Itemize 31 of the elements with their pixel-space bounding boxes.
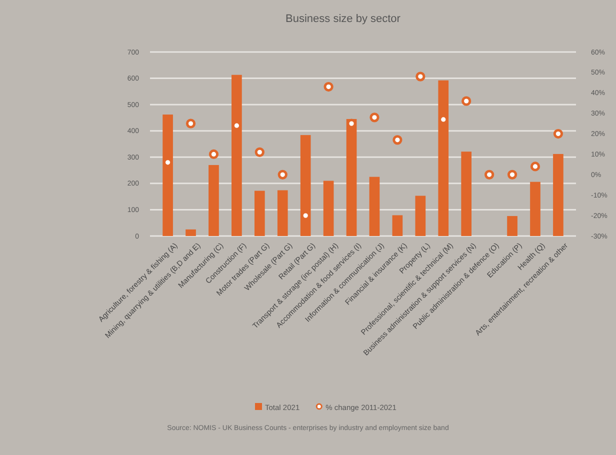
- bar: [162, 114, 173, 236]
- bar: [186, 229, 196, 236]
- bar: [254, 190, 265, 236]
- point: [370, 112, 380, 122]
- bar: [369, 176, 380, 236]
- point: [324, 82, 334, 92]
- bar: [507, 216, 518, 236]
- point: [186, 118, 196, 128]
- bar: [392, 215, 403, 236]
- point: [254, 147, 264, 157]
- point: [416, 72, 426, 82]
- bar: [277, 190, 288, 236]
- point: [484, 170, 494, 180]
- bar: [208, 165, 219, 236]
- point: [462, 96, 472, 106]
- bar: [323, 180, 334, 236]
- point: [208, 149, 219, 160]
- chart-title: Business size by sector: [286, 13, 401, 25]
- point: [278, 170, 288, 180]
- bar: [300, 135, 311, 236]
- bar: [461, 152, 472, 236]
- point: [530, 162, 540, 172]
- bar: [553, 154, 564, 236]
- bar: [415, 196, 426, 236]
- bar: [438, 80, 449, 236]
- point: [507, 170, 518, 180]
- point: [392, 135, 402, 145]
- point: [553, 128, 564, 139]
- bar: [232, 74, 242, 236]
- bar: [346, 119, 357, 236]
- bar: [530, 182, 540, 236]
